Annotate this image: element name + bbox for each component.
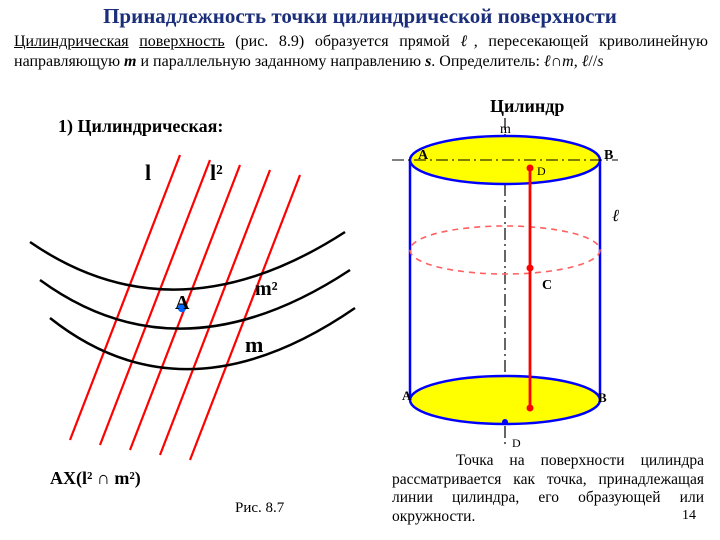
- label-l2: l²: [210, 160, 223, 186]
- label-D-bot: D: [512, 436, 521, 451]
- formula-label: AX(l² ∩ m²): [50, 468, 141, 489]
- page-number: 14: [682, 508, 696, 524]
- label-m-top: m: [500, 122, 511, 138]
- label-A-bot: A: [402, 388, 411, 404]
- label-l: l: [145, 160, 151, 186]
- label-B-bot: B: [598, 390, 607, 406]
- label-B-top: B: [604, 148, 613, 164]
- label-D: D: [537, 164, 546, 179]
- footer-text: Точка на поверхности цилиндра рассматрив…: [392, 452, 704, 526]
- page-title: Принадлежность точки цилиндрической пове…: [0, 4, 720, 29]
- label-A-left: A: [175, 292, 189, 315]
- label-A-top: A: [418, 148, 428, 164]
- label-l-side: ℓ: [612, 206, 619, 226]
- label-m: m: [245, 332, 263, 358]
- figure-caption: Рис. 8.7: [235, 500, 284, 517]
- label-C: C: [542, 278, 552, 294]
- cylinder-title: Цилиндр: [490, 96, 564, 117]
- right-diagram: [392, 118, 652, 458]
- left-diagram: [0, 130, 360, 510]
- description-paragraph: Цилиндрическая поверхность (рис. 8.9) об…: [14, 32, 708, 72]
- label-m2: m²: [255, 278, 278, 301]
